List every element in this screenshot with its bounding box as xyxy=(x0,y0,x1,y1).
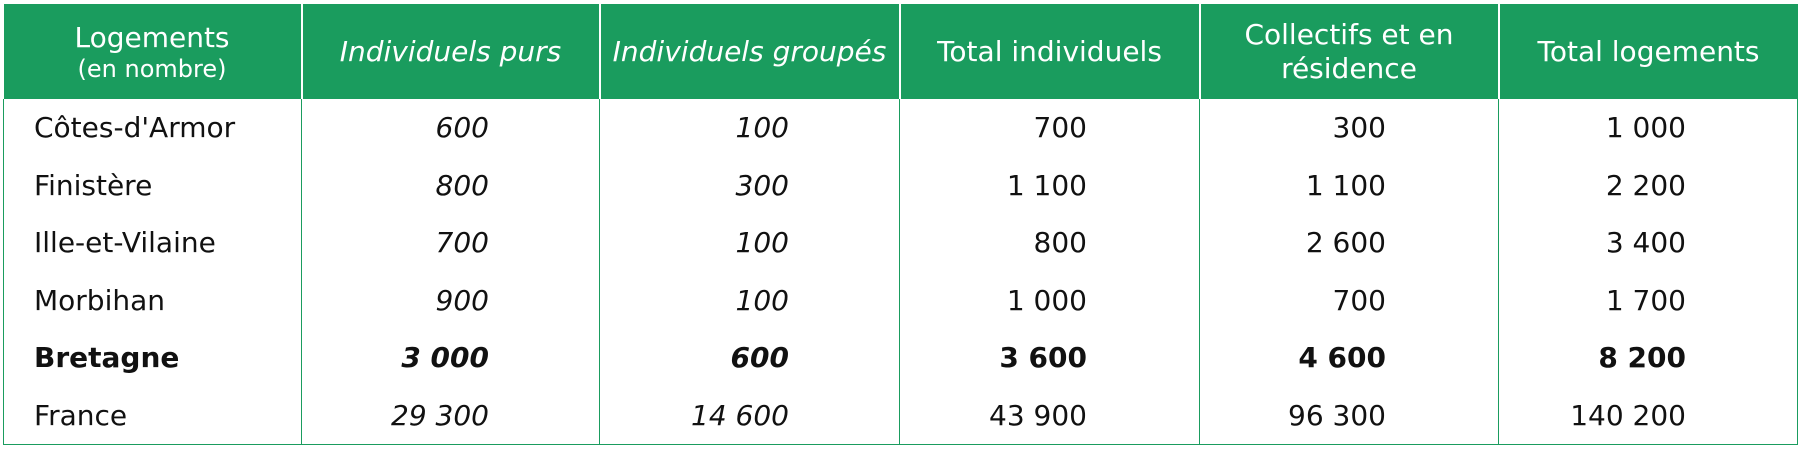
table-row: Côtes-d'Armor 600 100 700 300 1 000 xyxy=(3,99,1798,157)
cell-individuels-groupes: 100 xyxy=(599,271,900,329)
cell-individuels-purs: 900 xyxy=(301,271,600,329)
cell-total-individuels: 800 xyxy=(899,214,1200,272)
cell-total-individuels: 3 600 xyxy=(899,329,1200,387)
table-row: Finistère 800 300 1 100 1 100 2 200 xyxy=(3,156,1798,214)
row-label: Morbihan xyxy=(3,271,302,329)
cell-individuels-groupes: 100 xyxy=(599,214,900,272)
cell-total-logements: 140 200 xyxy=(1498,386,1798,445)
row-label: Finistère xyxy=(3,156,302,214)
table-body: Côtes-d'Armor 600 100 700 300 1 000 Fini… xyxy=(3,99,1798,445)
table-row: Morbihan 900 100 1 000 700 1 700 xyxy=(3,271,1798,329)
cell-individuels-purs: 29 300 xyxy=(301,386,600,445)
cell-individuels-groupes: 300 xyxy=(599,156,900,214)
cell-collectifs: 2 600 xyxy=(1199,214,1499,272)
cell-individuels-purs: 800 xyxy=(301,156,600,214)
housing-table: Logements (en nombre) Individuels purs I… xyxy=(3,4,1798,445)
cell-individuels-purs: 700 xyxy=(301,214,600,272)
cell-total-logements: 8 200 xyxy=(1498,329,1798,387)
header-individuels-purs: Individuels purs xyxy=(300,4,600,99)
cell-total-logements: 3 400 xyxy=(1498,214,1798,272)
cell-individuels-groupes: 100 xyxy=(599,99,900,157)
row-label: Côtes-d'Armor xyxy=(3,99,302,157)
cell-total-individuels: 700 xyxy=(899,99,1200,157)
header-row: Logements (en nombre) Individuels purs I… xyxy=(3,4,1798,99)
cell-individuels-purs: 600 xyxy=(301,99,600,157)
cell-collectifs: 1 100 xyxy=(1199,156,1499,214)
cell-individuels-purs: 3 000 xyxy=(301,329,600,387)
header-total-logements: Total logements xyxy=(1497,4,1798,99)
cell-collectifs: 700 xyxy=(1199,271,1499,329)
cell-total-individuels: 43 900 xyxy=(899,386,1200,445)
cell-total-logements: 2 200 xyxy=(1498,156,1798,214)
cell-total-logements: 1 000 xyxy=(1498,99,1798,157)
cell-individuels-groupes: 14 600 xyxy=(599,386,900,445)
table-row-total-bretagne: Bretagne 3 000 600 3 600 4 600 8 200 xyxy=(3,329,1798,387)
header-logements: Logements (en nombre) xyxy=(3,4,302,99)
housing-table-container: Logements (en nombre) Individuels purs I… xyxy=(3,4,1798,445)
cell-total-logements: 1 700 xyxy=(1498,271,1798,329)
cell-total-individuels: 1 000 xyxy=(899,271,1200,329)
row-label: Bretagne xyxy=(3,329,302,387)
table-header: Logements (en nombre) Individuels purs I… xyxy=(3,4,1798,99)
cell-collectifs: 4 600 xyxy=(1199,329,1499,387)
cell-individuels-groupes: 600 xyxy=(599,329,900,387)
header-logements-title: Logements xyxy=(74,20,230,54)
table-row-france: France 29 300 14 600 43 900 96 300 140 2… xyxy=(3,386,1798,445)
table-row: Ille-et-Vilaine 700 100 800 2 600 3 400 xyxy=(3,214,1798,272)
header-logements-unit: (en nombre) xyxy=(77,54,227,83)
row-label: Ille-et-Vilaine xyxy=(3,214,302,272)
cell-collectifs: 96 300 xyxy=(1199,386,1499,445)
header-individuels-groupes: Individuels groupés xyxy=(598,4,900,99)
cell-collectifs: 300 xyxy=(1199,99,1499,157)
header-total-individuels: Total individuels xyxy=(898,4,1200,99)
header-collectifs: Collectifs et en résidence xyxy=(1198,4,1499,99)
row-label: France xyxy=(3,386,302,445)
cell-total-individuels: 1 100 xyxy=(899,156,1200,214)
